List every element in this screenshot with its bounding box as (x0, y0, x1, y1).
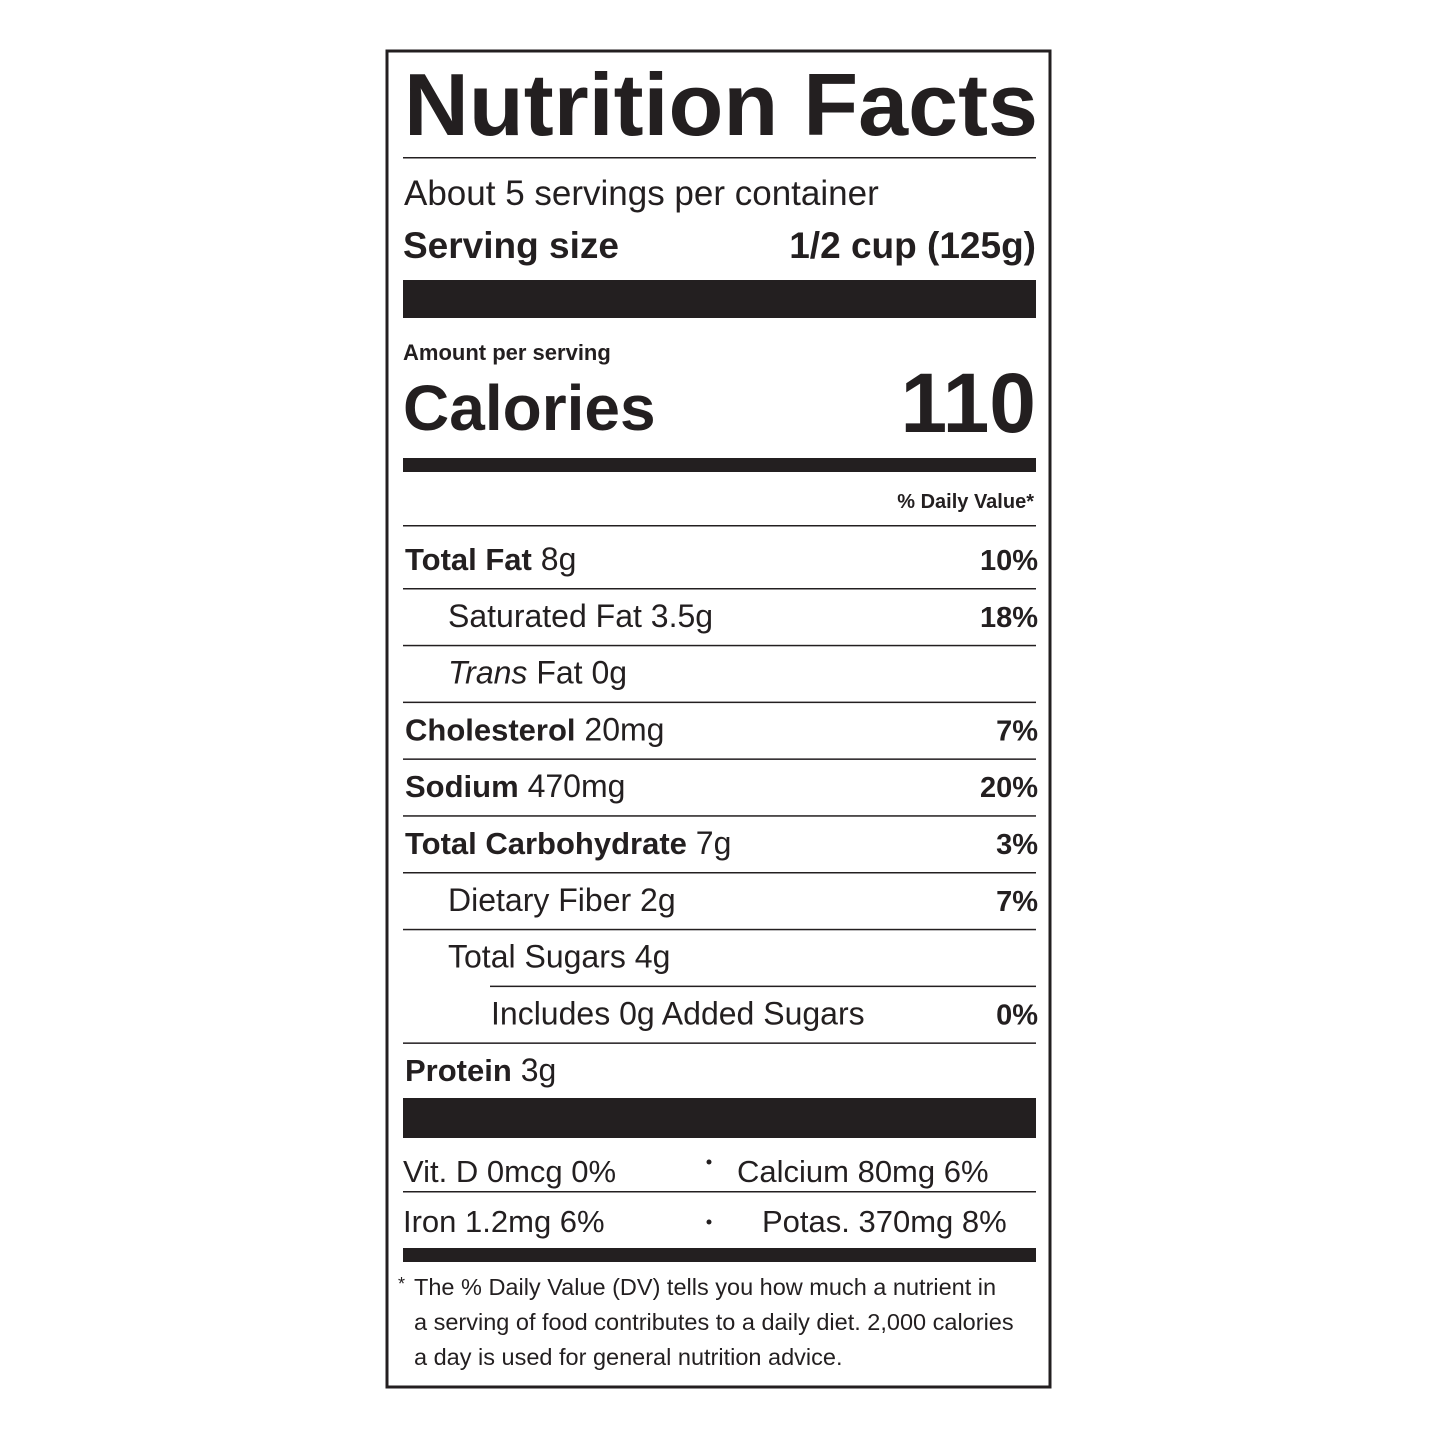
rule (403, 525, 1036, 527)
nutrient-name-italic: Trans (448, 655, 527, 691)
nutrient-name: Total Fat (405, 542, 532, 577)
nutrient-line: Total Carbohydrate 7g (405, 825, 731, 861)
title: Nutrition Facts (404, 55, 1038, 154)
space (626, 939, 635, 975)
nutrient-line: Trans Fat 0g (448, 655, 627, 691)
vitamin-left: Vit. D 0mcg 0% (403, 1154, 616, 1189)
bullet (706, 1159, 712, 1165)
nutrient-amount: 470mg (528, 768, 626, 804)
nutrient-rows: Total Fat 8g 10% Saturated Fat 3.5g 18% Tran… (403, 541, 1038, 1088)
daily-value-header: % Daily Value* (897, 491, 1034, 513)
footnote-line: The % Daily Value (DV) tells you how muc… (414, 1274, 996, 1300)
nutrient-amount: 3g (521, 1052, 557, 1088)
nutrient-dv: 7% (996, 715, 1038, 747)
nutrient-name: Sodium (405, 769, 519, 804)
vitamin-right: Potas. 370mg 8% (762, 1204, 1007, 1239)
rule (403, 644, 1036, 647)
nutrient-dv: 7% (996, 886, 1038, 918)
amount-per-serving: Amount per serving (403, 340, 611, 365)
footnote-line: a serving of food contributes to a daily… (414, 1309, 1014, 1335)
nutrient-dv: 10% (980, 545, 1038, 577)
rule (403, 701, 1036, 704)
medium-bar (403, 1248, 1036, 1262)
serving-size-label: Serving size (403, 225, 619, 266)
nutrient-name: Fat (536, 655, 582, 691)
nutrient-dv: 0% (996, 999, 1038, 1031)
serving-size-value: 1/2 cup (125g) (789, 225, 1036, 266)
calories-value: 110 (900, 356, 1036, 450)
nutrient-amount: 7g (696, 825, 732, 861)
space (576, 711, 585, 747)
nutrient-line: Cholesterol 20mg (405, 711, 664, 747)
nutrient-line: Dietary Fiber 2g (448, 882, 676, 918)
vitamins: Vit. D 0mcg 0% Calcium 80mg 6% Iron 1.2mg … (403, 1154, 1007, 1239)
rule (403, 157, 1036, 159)
asterisk: * (398, 1274, 405, 1294)
thick-bar (403, 1098, 1036, 1138)
label-border (385, 49, 1052, 1389)
nutrient-dv: 18% (980, 602, 1038, 634)
nutrient-line: Saturated Fat 3.5g (448, 598, 713, 634)
nutrient-line: Includes 0g Added Sugars (491, 995, 865, 1031)
nutrient-dv: 3% (996, 829, 1038, 861)
medium-bar (403, 458, 1036, 472)
thick-bar (403, 280, 1036, 318)
nutrient-amount: 8g (541, 541, 577, 577)
nutrient-line: Protein 3g (405, 1052, 556, 1088)
rule (403, 588, 1036, 590)
nutrient-dv: 20% (980, 772, 1038, 804)
space (631, 882, 640, 918)
nutrient-name: Total Sugars (448, 939, 626, 975)
nutrient-line: Total Fat 8g (405, 541, 576, 577)
nutrient-amount: 4g (635, 939, 671, 975)
space (527, 655, 536, 691)
space (642, 598, 651, 634)
nutrient-line: Total Sugars 4g (448, 939, 670, 975)
nutrient-name: Protein (405, 1053, 512, 1088)
vitamin-left: Iron 1.2mg 6% (403, 1204, 605, 1239)
servings: About 5 servings per container (404, 174, 879, 213)
space (583, 655, 592, 691)
rule (403, 1042, 1036, 1044)
calories-label: Calories (403, 372, 656, 444)
nutrient-name: Dietary Fiber (448, 882, 632, 918)
rule (403, 815, 1036, 817)
rule (403, 1191, 1036, 1193)
footnote: The % Daily Value (DV) tells you how muc… (414, 1274, 1014, 1370)
nutrient-amount: 20mg (584, 711, 664, 747)
nutrient-line: Sodium 470mg (405, 768, 625, 804)
nutrient-amount: 2g (640, 882, 676, 918)
rule (403, 928, 1036, 931)
rule (403, 872, 1036, 874)
rule (403, 758, 1036, 760)
space (532, 541, 541, 577)
vitamin-right: Calcium 80mg 6% (737, 1154, 989, 1189)
space (519, 768, 528, 804)
footnote-line: a day is used for general nutrition advi… (414, 1344, 842, 1370)
nutrient-name: Saturated Fat (448, 598, 642, 634)
space (512, 1052, 521, 1088)
rule (490, 985, 1036, 988)
nutrient-name: Total Carbohydrate (405, 826, 687, 861)
nutrient-amount: 0g (591, 655, 627, 691)
bullet (706, 1219, 712, 1225)
space (687, 825, 696, 861)
nutrient-amount: 3.5g (651, 598, 713, 634)
nutrient-name: Cholesterol (405, 712, 576, 747)
nutrient-name: Includes 0g Added Sugars (491, 995, 865, 1031)
